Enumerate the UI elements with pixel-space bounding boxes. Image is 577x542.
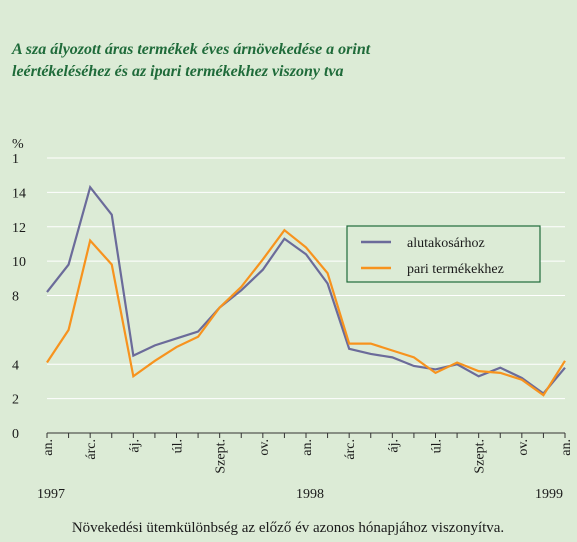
y-tick-label: 1 xyxy=(12,152,19,167)
y-tick-label: 0 xyxy=(12,427,19,442)
x-tick-label: Szept. xyxy=(473,439,488,474)
x-tick-label: ov. xyxy=(516,439,531,456)
chart-subtitle: leértékeléséhez és az ipari termékekhez … xyxy=(12,63,344,80)
year-label: 1998 xyxy=(296,487,324,502)
y-axis-label: % xyxy=(12,137,24,152)
y-tick-label: 14 xyxy=(12,186,26,201)
y-tick-label: 12 xyxy=(12,221,26,236)
x-tick-label: árc. xyxy=(84,439,99,460)
x-tick-label: an. xyxy=(559,439,574,456)
y-tick-label: 8 xyxy=(12,290,19,305)
y-tick-label: 10 xyxy=(12,255,26,270)
x-tick-label: Szept. xyxy=(214,439,229,474)
x-tick-label: úl. xyxy=(430,439,445,453)
legend-label: alutakosárhoz xyxy=(407,236,485,251)
x-tick-label: ov. xyxy=(257,439,272,456)
line-series xyxy=(46,228,566,397)
x-tick-label: áj. xyxy=(127,439,142,453)
y-tick-label: 4 xyxy=(12,358,19,373)
year-label: 1997 xyxy=(37,487,65,502)
legend-box xyxy=(346,225,541,283)
legend-label: pari termékekhez xyxy=(407,262,504,277)
x-tick-label: an. xyxy=(41,439,56,456)
x-tick-label: árc. xyxy=(343,439,358,460)
x-tick-label: áj. xyxy=(386,439,401,453)
year-label: 1999 xyxy=(535,487,563,502)
y-tick-label: 2 xyxy=(12,393,19,408)
x-tick-label: úl. xyxy=(171,439,186,453)
chart-title: A sza ályozott áras termékek éves árnöve… xyxy=(11,41,371,58)
footnote: Növekedési ütemkülönbség az előző év azo… xyxy=(72,520,504,536)
line-series xyxy=(46,184,566,395)
x-tick-label: an. xyxy=(300,439,315,456)
